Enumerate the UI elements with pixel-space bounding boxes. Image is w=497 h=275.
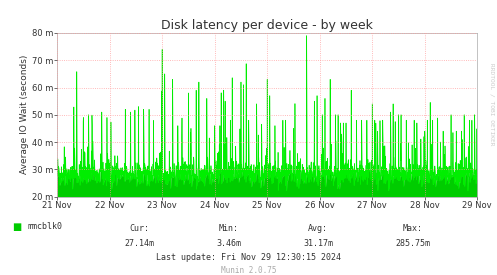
- Text: Last update: Fri Nov 29 12:30:15 2024: Last update: Fri Nov 29 12:30:15 2024: [156, 253, 341, 262]
- Text: Cur:: Cur:: [129, 224, 149, 233]
- Text: Avg:: Avg:: [308, 224, 328, 233]
- Text: Munin 2.0.75: Munin 2.0.75: [221, 266, 276, 275]
- Text: RRDTOOL / TOBI OETIKER: RRDTOOL / TOBI OETIKER: [490, 63, 495, 146]
- Text: Max:: Max:: [403, 224, 422, 233]
- Text: 285.75m: 285.75m: [395, 239, 430, 248]
- Text: 31.17m: 31.17m: [303, 239, 333, 248]
- Title: Disk latency per device - by week: Disk latency per device - by week: [161, 19, 373, 32]
- Y-axis label: Average IO Wait (seconds): Average IO Wait (seconds): [20, 55, 29, 175]
- Text: 3.46m: 3.46m: [216, 239, 241, 248]
- Text: 27.14m: 27.14m: [124, 239, 154, 248]
- Text: Min:: Min:: [219, 224, 239, 233]
- Text: ■: ■: [12, 222, 22, 232]
- Text: mmcblk0: mmcblk0: [27, 222, 62, 231]
